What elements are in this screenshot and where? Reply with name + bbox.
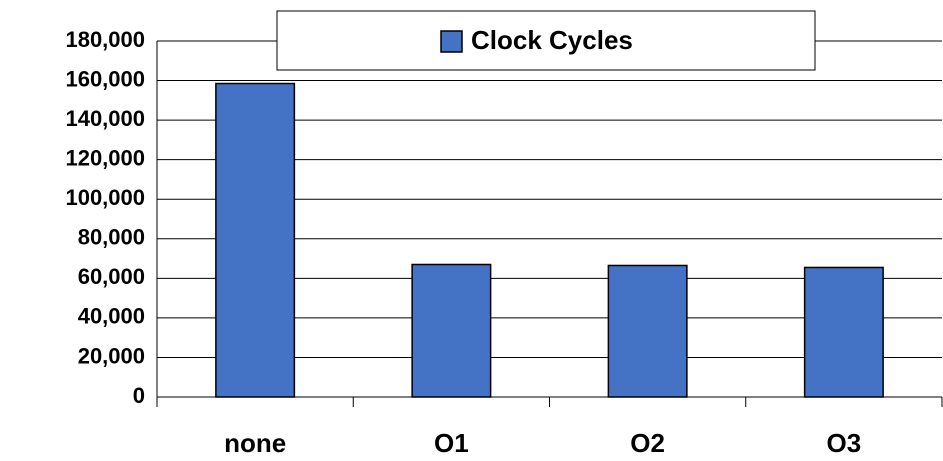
y-tick-label: 140,000 [65, 106, 145, 131]
y-tick-label: 80,000 [78, 225, 145, 250]
bar [411, 263, 492, 398]
legend-label: Clock Cycles [471, 25, 633, 55]
x-tick-label: O3 [827, 428, 862, 458]
y-tick-label: 120,000 [65, 145, 145, 170]
x-tick-label: O2 [630, 428, 665, 458]
bar [803, 266, 884, 398]
x-tick-label: O1 [434, 428, 469, 458]
legend-swatch [440, 30, 463, 53]
y-tick-label: 40,000 [78, 304, 145, 329]
y-tick-label: 0 [133, 383, 145, 408]
y-tick-label: 100,000 [65, 185, 145, 210]
y-tick-label: 180,000 [65, 27, 145, 52]
y-tick-label: 160,000 [65, 66, 145, 91]
bar [607, 264, 688, 398]
x-tick-label: none [224, 428, 286, 458]
y-tick-label: 60,000 [78, 264, 145, 289]
y-tick-label: 20,000 [78, 343, 145, 368]
legend-box [276, 10, 816, 71]
bar [215, 82, 296, 398]
